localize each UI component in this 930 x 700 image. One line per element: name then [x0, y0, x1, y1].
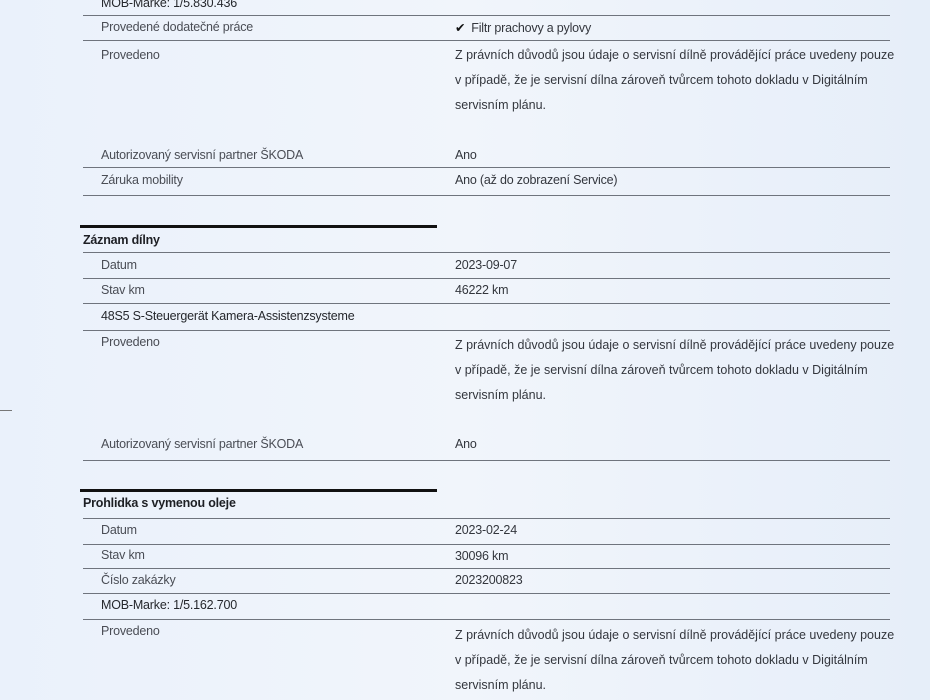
row-label: Stav km: [101, 283, 145, 297]
section-bar: [80, 489, 437, 492]
checkmark-icon: ✔: [455, 21, 466, 35]
section-title: Prohlidka s vymenou oleje: [83, 496, 236, 510]
row-value: Ano (až do zobrazení Service): [455, 173, 618, 187]
mob-marke: MOB-Marke: 1/5.162.700: [101, 598, 237, 612]
row-value: Ano: [455, 437, 477, 451]
divider: [83, 252, 890, 253]
divider: [83, 330, 890, 331]
section-bar: [80, 225, 437, 228]
divider: [83, 544, 890, 545]
section-title: Záznam dílny: [83, 233, 160, 247]
divider: [83, 303, 890, 304]
row-label: Datum: [101, 258, 137, 272]
work-item: 48S5 S-Steuergerät Kamera-Assistenzsyste…: [101, 309, 355, 323]
row-label: Provedeno: [101, 335, 160, 349]
divider: [83, 568, 890, 569]
margin-mark: [0, 410, 12, 411]
legal-note: Z právních důvodů jsou údaje o servisní …: [455, 338, 895, 402]
row-value: 30096 km: [455, 549, 509, 563]
row-label: Autorizovaný servisní partner ŠKODA: [101, 437, 304, 451]
divider: [83, 460, 890, 461]
row-value: 2023-09-07: [455, 258, 517, 272]
row-value: 2023-02-24: [455, 523, 517, 537]
row-label: Stav km: [101, 548, 145, 562]
row-label: Autorizovaný servisní partner ŠKODA: [101, 148, 304, 162]
divider: [83, 195, 890, 196]
divider: [83, 518, 890, 519]
row-label: Datum: [101, 523, 137, 537]
row-label: Provedené dodatečné práce: [101, 20, 254, 34]
row-value: 2023200823: [455, 573, 523, 587]
row-value: ✔ Filtr prachovy a pylovy: [455, 20, 591, 35]
legal-note: Z právních důvodů jsou údaje o servisní …: [455, 628, 895, 692]
additional-work-value: Filtr prachovy a pylovy: [471, 21, 592, 35]
row-value: Ano: [455, 148, 477, 162]
divider: [83, 593, 890, 594]
row-label: Provedeno: [101, 624, 160, 638]
divider: [83, 167, 890, 168]
mob-marke-prev: MOB-Marke: 1/5.830.436: [101, 0, 237, 10]
row-label: Číslo zakázky: [101, 573, 176, 587]
row-label: Provedeno: [101, 48, 160, 62]
legal-note: Z právních důvodů jsou údaje o servisní …: [455, 48, 895, 112]
divider: [83, 278, 890, 279]
row-value: 46222 km: [455, 283, 509, 297]
divider: [83, 40, 890, 41]
row-label: Záruka mobility: [101, 173, 183, 187]
divider: [83, 619, 890, 620]
divider: [83, 15, 890, 16]
